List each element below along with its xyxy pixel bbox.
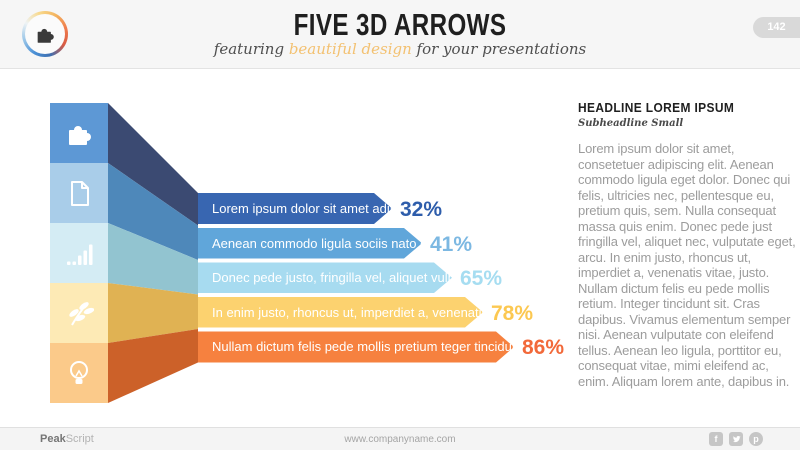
arrow-side-5 — [108, 329, 198, 403]
arrow-percent-2: 41% — [430, 233, 473, 256]
social-icons: f p — [709, 432, 763, 446]
arrow-label-3: Donec pede justo, fringilla vel, aliquet… — [212, 270, 488, 285]
brand-name: PeakScript — [40, 433, 94, 445]
arrow-label-5: Nullam dictum felis pede mollis pretium … — [212, 339, 527, 354]
five-3d-arrows-graphic — [50, 103, 514, 403]
twitter-icon[interactable] — [729, 432, 743, 446]
arrow-label-4: In enim justo, rhoncus ut, imperdiet a, … — [212, 305, 523, 320]
subtitle-suffix: for your presentations — [411, 40, 587, 58]
leaf-icon — [64, 298, 95, 328]
puzzle-icon — [37, 28, 54, 43]
column-block-5 — [50, 343, 108, 403]
slide-footer: PeakScript www.companyname.com f p — [0, 427, 800, 450]
subtitle-highlight: beautiful design — [288, 40, 412, 58]
arrow-bar-3 — [198, 262, 452, 293]
slide-subtitle: featuring beautiful design for your pres… — [214, 40, 586, 58]
brand-name-light: Script — [65, 433, 94, 445]
arrow-side-3 — [108, 223, 198, 295]
bar-chart-icon — [64, 238, 94, 268]
arrow-percent-3: 65% — [460, 267, 503, 290]
panel-headline: HEADLINE LOREM IPSUM — [578, 100, 735, 115]
subtitle-prefix: featuring — [213, 40, 289, 58]
slide-number-badge: 142 — [753, 17, 800, 38]
column-block-2 — [50, 163, 108, 223]
company-url: www.companyname.com — [344, 434, 456, 445]
brand-name-bold: Peak — [40, 433, 66, 445]
arrow-label-1: Lorem ipsum dolor sit amet adit. — [212, 201, 397, 216]
arrow-percent-4: 78% — [491, 302, 534, 325]
arrow-side-2 — [108, 163, 198, 260]
brand-logo — [22, 11, 68, 57]
brand-logo-ring — [25, 14, 65, 54]
arrow-bar-4 — [198, 297, 483, 328]
slide-header: FIVE 3D ARROWS featuring beautiful desig… — [0, 0, 800, 69]
document-icon — [64, 178, 94, 208]
slide-title: FIVE 3D ARROWS — [293, 7, 507, 42]
arrow-bar-5 — [198, 331, 514, 363]
text-panel: HEADLINE LOREM IPSUM Subheadline Small L… — [578, 100, 796, 389]
arrow-percent-1: 32% — [400, 198, 443, 221]
lightbulb-icon — [64, 358, 94, 388]
panel-subheadline: Subheadline Small — [578, 118, 684, 129]
arrow-percent-5: 86% — [522, 336, 565, 359]
panel-body-text: Lorem ipsum dolor sit amet, consetetuer … — [578, 141, 796, 389]
arrow-label-2: Aenean commodo ligula sociis nato dolor. — [212, 236, 452, 251]
arrow-bar-2 — [198, 228, 422, 259]
pinterest-icon[interactable]: p — [749, 432, 763, 446]
facebook-icon[interactable]: f — [709, 432, 723, 446]
arrow-bar-1 — [198, 193, 392, 224]
arrow-side-4 — [108, 283, 198, 343]
column-block-3 — [50, 223, 108, 283]
puzzle-icon — [64, 118, 94, 148]
arrow-side-1 — [108, 103, 198, 226]
